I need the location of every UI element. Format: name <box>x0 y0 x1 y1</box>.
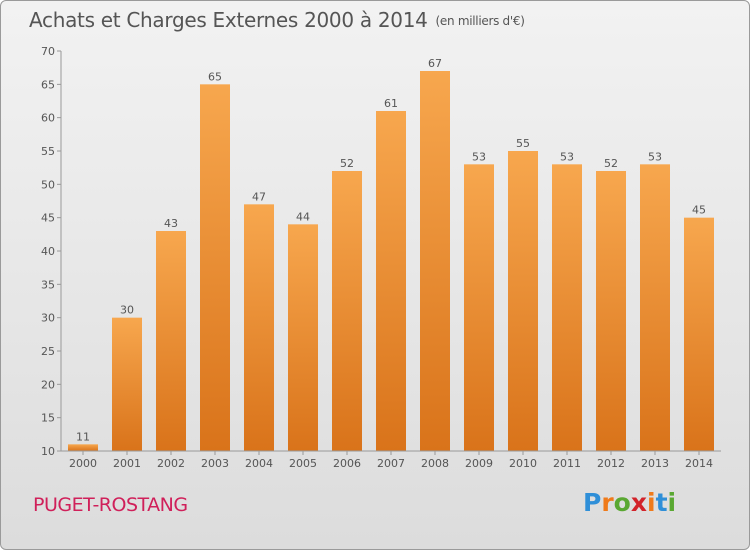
unit-note: (en milliers d'€) <box>435 14 525 28</box>
x-tick-label-2005: 2005 <box>289 457 317 470</box>
x-tick-label-2011: 2011 <box>553 457 581 470</box>
bar-2013 <box>640 164 670 452</box>
x-tick-label-2001: 2001 <box>113 457 141 470</box>
data-label-2000: 11 <box>76 430 90 443</box>
bar-2000 <box>68 444 98 451</box>
logo-letter: P <box>583 488 602 517</box>
x-tick-label-2014: 2014 <box>685 457 713 470</box>
bar-2004 <box>244 204 274 451</box>
bar-2012 <box>596 171 626 451</box>
data-label-2010: 55 <box>516 137 530 150</box>
logo-letter: i <box>667 488 677 517</box>
bar-2003 <box>200 84 230 451</box>
y-tick-label-15: 15 <box>41 412 55 425</box>
y-tick-label-10: 10 <box>41 445 55 458</box>
y-tick-label-70: 70 <box>41 45 55 58</box>
data-label-2003: 65 <box>208 70 222 83</box>
logo-letter: x <box>630 488 647 517</box>
data-label-2008: 67 <box>428 57 442 70</box>
y-tick-label-45: 45 <box>41 212 55 225</box>
x-tick-label-2012: 2012 <box>597 457 625 470</box>
data-label-2006: 52 <box>340 157 354 170</box>
logo-letter: o <box>613 488 631 517</box>
data-label-2012: 52 <box>604 157 618 170</box>
data-label-2002: 43 <box>164 217 178 230</box>
bar-2014 <box>684 217 714 451</box>
proxiti-logo: Proxiti <box>583 488 676 517</box>
bars-group: 11 30 43 65 47 44 52 61 67 53 55 53 52 53 45 <box>68 57 714 452</box>
bar-2001 <box>112 317 142 451</box>
data-label-2009: 53 <box>472 150 486 163</box>
data-label-2014: 45 <box>692 204 706 217</box>
x-tick-label-2010: 2010 <box>509 457 537 470</box>
x-tick-label-2007: 2007 <box>377 457 405 470</box>
y-tick-label-60: 60 <box>41 112 55 125</box>
x-tick-label-2006: 2006 <box>333 457 361 470</box>
x-tick-label-2000: 2000 <box>69 457 97 470</box>
y-tick-label-65: 65 <box>41 78 55 91</box>
x-tick-label-2013: 2013 <box>641 457 669 470</box>
x-tick-label-2003: 2003 <box>201 457 229 470</box>
chart-title: Achats et Charges Externes 2000 à 2014 (e… <box>29 8 525 32</box>
data-label-2001: 30 <box>120 304 134 317</box>
logo-letter: t <box>655 488 668 517</box>
x-tick-label-2004: 2004 <box>245 457 273 470</box>
y-tick-label-20: 20 <box>41 378 55 391</box>
bar-2006 <box>332 171 362 451</box>
chart-title-text: Achats et Charges Externes 2000 à 2014 <box>29 8 428 32</box>
y-tick-label-30: 30 <box>41 312 55 325</box>
x-tick-label-2009: 2009 <box>465 457 493 470</box>
commune-name: PUGET-ROSTANG <box>33 494 188 516</box>
y-tick-label-25: 25 <box>41 345 55 358</box>
bar-2007 <box>376 111 406 451</box>
logo-letter: i <box>647 488 656 517</box>
bar-2011 <box>552 164 582 452</box>
bar-2009 <box>464 164 494 452</box>
bar-2005 <box>288 224 318 451</box>
data-label-2005: 44 <box>296 210 310 223</box>
logo-letter: r <box>601 488 614 517</box>
x-tick-label-2008: 2008 <box>421 457 449 470</box>
y-tick-label-50: 50 <box>41 178 55 191</box>
data-label-2011: 53 <box>560 150 574 163</box>
x-tick-label-2002: 2002 <box>157 457 185 470</box>
y-tick-label-55: 55 <box>41 145 55 158</box>
data-label-2007: 61 <box>384 97 398 110</box>
data-label-2013: 53 <box>648 150 662 163</box>
bar-2010 <box>508 151 538 451</box>
axes-group: 2000 2001 2002 2003 2004 2005 2006 2007 2008 2009… <box>41 45 721 470</box>
bar-2002 <box>156 231 186 451</box>
y-tick-label-40: 40 <box>41 245 55 258</box>
y-tick-label-35: 35 <box>41 278 55 291</box>
data-label-2004: 47 <box>252 190 266 203</box>
bar-2008 <box>420 71 450 451</box>
